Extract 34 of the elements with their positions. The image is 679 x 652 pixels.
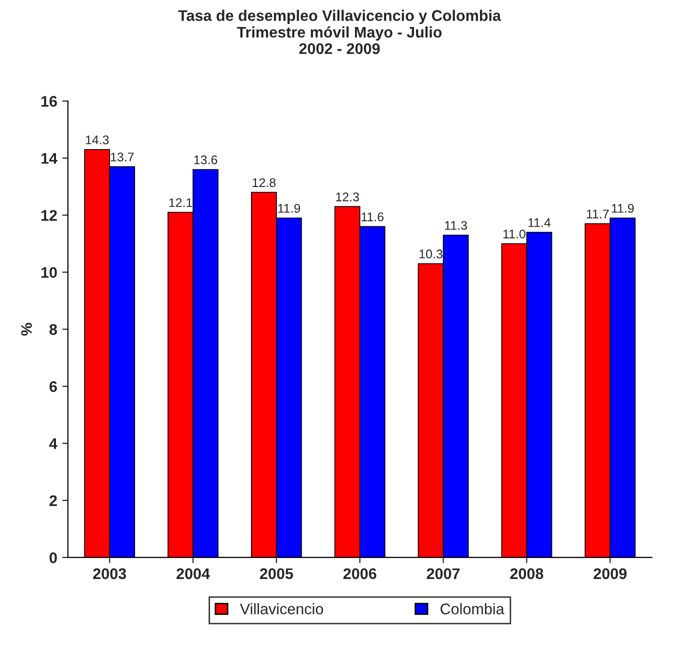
data-label: 11.7 <box>586 210 609 218</box>
data-label: 12.1 <box>169 198 192 207</box>
y-tick-label: 4 <box>49 438 58 449</box>
y-tick-label: 12 <box>41 210 57 221</box>
data-label: 10.3 <box>420 250 442 258</box>
data-label: 11.6 <box>362 212 384 222</box>
x-tick-label: 2005 <box>260 568 294 580</box>
data-label: 13.6 <box>194 155 218 164</box>
data-label: 11.9 <box>612 204 634 213</box>
x-tick-label: 2009 <box>594 568 627 580</box>
y-tick-label: 6 <box>50 381 57 392</box>
data-label: 11.4 <box>528 218 551 227</box>
y-tick-label: 2 <box>50 495 57 506</box>
y-axis-title: % <box>21 322 32 336</box>
y-tick-label: 10 <box>41 267 57 278</box>
x-tick-label: 2008 <box>510 568 544 580</box>
chart-title: Tasa de desempleo Villavicencio y Colombia Trimestre móvil Mayo - Julio 2002 - 2009 <box>178 10 502 54</box>
y-tick-label: 14 <box>41 153 58 164</box>
data-label: 11.0 <box>503 230 526 238</box>
data-label: 12.3 <box>336 192 359 202</box>
legend-label: Colombia <box>440 603 504 614</box>
y-tick-label: 8 <box>49 324 58 335</box>
y-tick-label: 0 <box>50 552 57 564</box>
x-tick-label: 2006 <box>343 568 376 580</box>
data-label: 12.8 <box>252 178 276 188</box>
y-tick-label: 16 <box>41 96 57 107</box>
x-tick-label: 2004 <box>176 568 210 580</box>
data-label: 11.3 <box>445 221 467 230</box>
x-tick-label: 2007 <box>426 568 460 580</box>
x-tick-label: 2003 <box>93 568 126 580</box>
data-label: 14.3 <box>86 135 109 144</box>
legend-label: Villavicencio <box>240 603 324 614</box>
data-label: 11.9 <box>278 204 300 213</box>
data-label: 13.7 <box>110 152 134 162</box>
